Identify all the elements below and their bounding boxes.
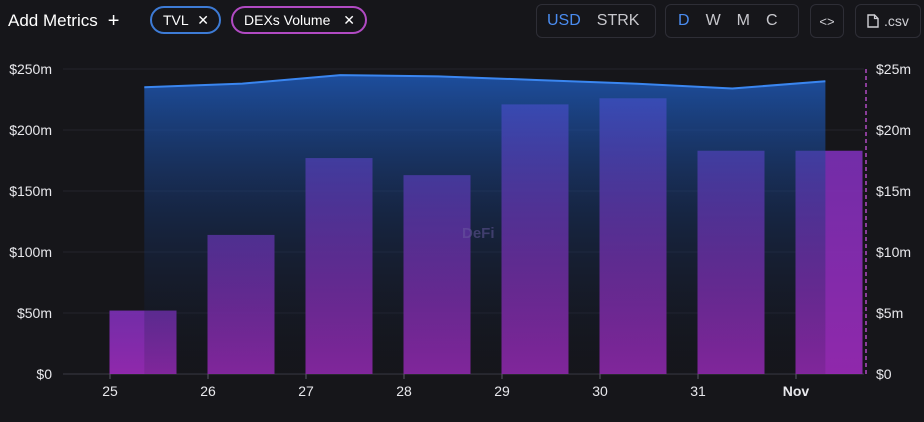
- tvl-line: [144, 74, 826, 90]
- y-left-tick-label: $150m: [9, 183, 52, 199]
- period-option-week[interactable]: W: [705, 12, 721, 29]
- embed-button[interactable]: <>: [810, 4, 844, 38]
- y-right-tick-label: $5m: [876, 305, 903, 321]
- x-tick-label: 30: [592, 383, 608, 399]
- watermark: DeFi: [462, 225, 495, 242]
- chart: $0 $50m $100m $150m $200m $250m $0 $5m $10m $15m $…: [9, 61, 911, 399]
- add-metrics-button[interactable]: Add Metrics +: [0, 6, 127, 36]
- code-icon: <>: [819, 13, 835, 29]
- x-tick-label: 29: [494, 383, 510, 399]
- metric-chip-label: TVL: [163, 12, 189, 28]
- download-csv-button[interactable]: .csv: [855, 4, 921, 38]
- metric-chip-dex-volume[interactable]: DEXs Volume ✕: [231, 6, 367, 34]
- y-left-tick-label: $50m: [17, 305, 52, 321]
- currency-toggle: USD STRK: [536, 4, 656, 38]
- x-tick-label: Nov: [783, 383, 810, 399]
- csv-label: .csv: [884, 13, 909, 29]
- y-right-tick-label: $0: [876, 366, 892, 382]
- period-option-month[interactable]: M: [736, 12, 750, 29]
- y-right-tick-label: $10m: [876, 244, 911, 260]
- y-right-tick-label: $25m: [876, 61, 911, 77]
- add-metrics-label: Add Metrics: [8, 11, 98, 30]
- x-tick-label: 31: [690, 383, 706, 399]
- y-left-tick-label: $0: [36, 366, 52, 382]
- tvl-area: [144, 74, 826, 374]
- y-right-tick-label: $20m: [876, 122, 911, 138]
- plus-icon: +: [107, 10, 120, 32]
- file-icon: [867, 14, 879, 28]
- x-tick-label: 27: [298, 383, 314, 399]
- tvl-area-fill: [144, 75, 826, 374]
- metric-chip-tvl[interactable]: TVL ✕: [150, 6, 221, 34]
- x-tick-label: 28: [396, 383, 412, 399]
- period-toggle: D W M C: [665, 4, 799, 38]
- metric-chip-label: DEXs Volume: [244, 12, 331, 28]
- close-icon[interactable]: ✕: [197, 11, 209, 28]
- currency-option-strk[interactable]: STRK: [596, 12, 640, 29]
- x-tick-label: 25: [102, 383, 118, 399]
- y-left-tick-label: $200m: [9, 122, 52, 138]
- period-option-cumulative[interactable]: C: [766, 12, 778, 29]
- currency-option-usd[interactable]: USD: [547, 12, 581, 29]
- y-left-tick-label: $250m: [9, 61, 52, 77]
- close-icon[interactable]: ✕: [343, 11, 355, 28]
- y-right-tick-label: $15m: [876, 183, 911, 199]
- axes: $0 $50m $100m $150m $200m $250m $0 $5m $10m $15m $…: [9, 61, 911, 399]
- y-left-tick-label: $100m: [9, 244, 52, 260]
- x-tick-label: 26: [200, 383, 216, 399]
- toolbar: Add Metrics + TVL ✕ DEXs Volume ✕ USD ST…: [0, 0, 924, 44]
- period-option-day[interactable]: D: [678, 12, 690, 29]
